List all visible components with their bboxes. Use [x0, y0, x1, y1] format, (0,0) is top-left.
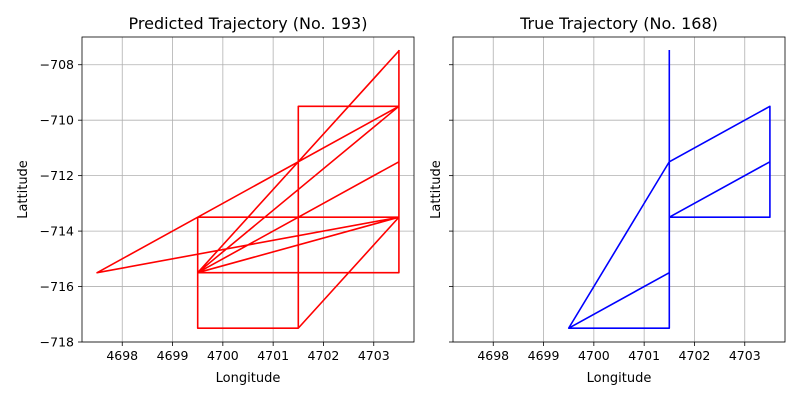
right-chart-title: True Trajectory (No. 168) — [519, 14, 718, 33]
left-x-tick-label: 4702 — [308, 348, 340, 363]
left-x-tick-label: 4701 — [257, 348, 289, 363]
right-x-tick-label: 4703 — [729, 348, 761, 363]
left-x-tick-label: 4700 — [207, 348, 239, 363]
right-x-tick-label: 4698 — [477, 348, 509, 363]
right-y-axis-label: Lattitude — [429, 160, 444, 219]
left-y-tick-label: −714 — [40, 224, 74, 239]
left-x-tick-label: 4699 — [157, 348, 189, 363]
left-x-tick-label: 4698 — [106, 348, 138, 363]
left-y-tick-label: −710 — [40, 113, 74, 128]
left-y-tick-label: −712 — [40, 168, 74, 183]
right-chart: 4698 4699 4700 4701 4702 4703 True Trajectory… — [429, 14, 786, 386]
left-y-tick-label: −708 — [40, 57, 74, 72]
right-x-axis-label: Longitude — [587, 371, 652, 386]
left-y-axis-label: Lattitude — [16, 160, 31, 219]
left-chart: 4698 4699 4700 4701 4702 4703 −718 −716 −714 −712… — [16, 14, 415, 386]
left-chart-title: Predicted Trajectory (No. 193) — [129, 14, 368, 33]
left-x-axis-label: Longitude — [216, 371, 281, 386]
left-y-tick-label: −718 — [40, 335, 74, 350]
left-trajectory-line — [96, 49, 401, 329]
right-x-tick-label: 4699 — [528, 348, 560, 363]
left-x-tick-label: 4703 — [358, 348, 390, 363]
right-x-tick-label: 4702 — [679, 348, 711, 363]
left-plot-frame — [81, 36, 415, 343]
right-x-tick-label: 4701 — [628, 348, 660, 363]
right-x-tick-label: 4700 — [578, 348, 610, 363]
right-plot-frame — [452, 36, 786, 343]
left-y-tick-label: −716 — [40, 279, 74, 294]
right-trajectory-line — [567, 50, 771, 329]
